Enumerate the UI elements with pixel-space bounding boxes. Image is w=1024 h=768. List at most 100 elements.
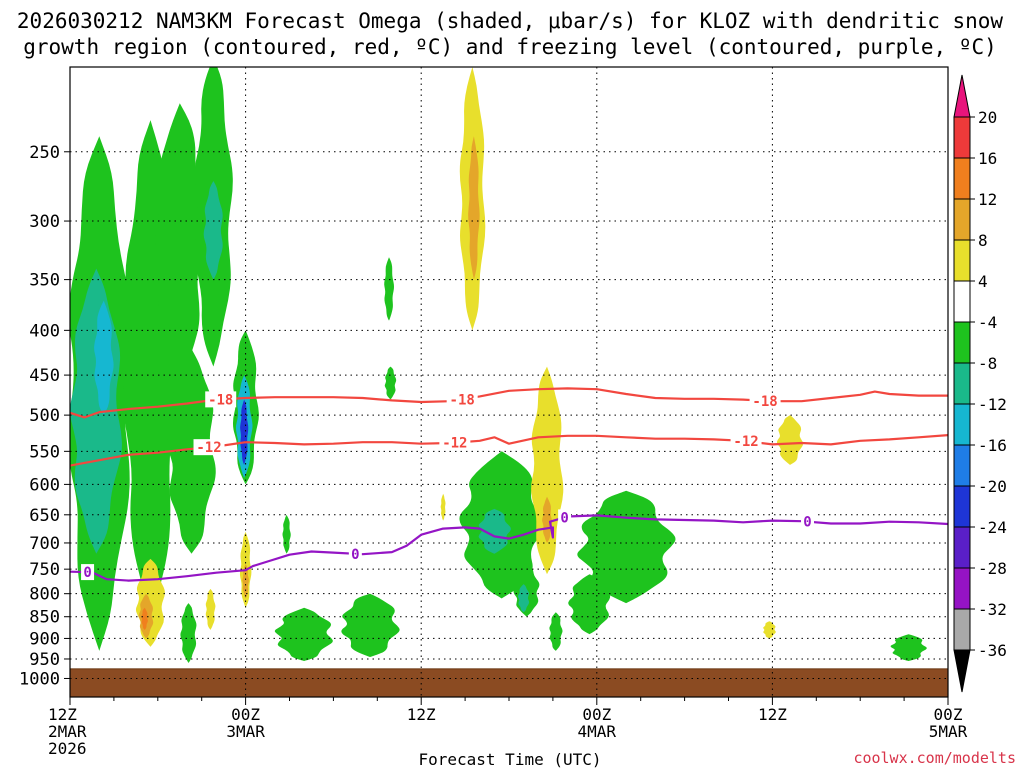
colorbar-swatch xyxy=(953,239,971,282)
x-tick-label: 12Z xyxy=(48,705,77,724)
colorbar-label: 12 xyxy=(978,190,997,209)
y-tick-label: 250 xyxy=(29,143,60,163)
omega-shade-region xyxy=(341,593,400,657)
contour-label: -12 xyxy=(196,440,221,456)
colorbar-swatch xyxy=(953,526,971,569)
contour-label-bg xyxy=(801,513,815,530)
plot-area: -18 -18 -18 -12 -12 -12 0 0 0 0 xyxy=(69,66,949,698)
pressure-gridlines xyxy=(70,67,948,697)
x-tick-label: 00Z xyxy=(934,705,963,724)
x-tick-label: 12Z xyxy=(407,705,436,724)
colorbar-label: -32 xyxy=(978,600,1007,619)
contour-label: -18 xyxy=(450,392,475,408)
contour-label-bg xyxy=(205,391,237,408)
y-tick-label: 850 xyxy=(29,608,60,628)
contour-label-bg xyxy=(81,564,95,581)
omega-shade-region xyxy=(890,634,927,661)
contour-line--18 xyxy=(70,387,948,419)
contour-label: 0 xyxy=(803,515,811,531)
chart-title: 2026030212 NAM3KM Forecast Omega (shaded… xyxy=(17,9,1004,59)
omega-shade-region xyxy=(282,514,291,554)
contour-label-bg xyxy=(558,509,572,526)
y-tick-label: 550 xyxy=(29,442,60,462)
colorbar-label: -20 xyxy=(978,477,1007,496)
colorbar-swatch xyxy=(953,198,971,241)
x-tick-label: 00Z xyxy=(231,705,260,724)
y-tick-label: 700 xyxy=(29,534,60,554)
omega-colorbar: 20 16 12 8 4 -4 -8 -12 -16 -20 -24 -28 -32 -36 xyxy=(953,74,1007,693)
colorbar-label: -16 xyxy=(978,436,1007,455)
omega-shade-region xyxy=(205,588,216,630)
y-tick-label: 400 xyxy=(29,321,60,341)
colorbar-label: -4 xyxy=(978,313,997,332)
contour-label: -18 xyxy=(208,392,233,408)
colorbar-swatch xyxy=(953,444,971,487)
omega-shade-region xyxy=(531,366,564,575)
x-tick-label: 2MAR xyxy=(48,722,87,741)
ground-surface xyxy=(69,668,949,698)
omega-shade-region xyxy=(141,607,148,630)
omega-shade-region xyxy=(549,612,563,651)
x-tick-label: 00Z xyxy=(582,705,611,724)
colorbar-bottom-arrow xyxy=(953,649,971,693)
colorbar-label: -24 xyxy=(978,518,1007,537)
colorbar-swatch xyxy=(953,280,971,323)
temperature-contours: -18 -18 -18 -12 -12 -12 0 0 0 0 xyxy=(70,387,948,582)
y-tick-label: 450 xyxy=(29,366,60,386)
y-tick-label: 900 xyxy=(29,629,60,649)
y-tick-label: 950 xyxy=(29,650,60,670)
pressure-axis: 2503003504004505005506006507007508008509… xyxy=(19,143,70,689)
colorbar-label: 16 xyxy=(978,149,997,168)
y-tick-label: 300 xyxy=(29,212,60,232)
omega-shade-region xyxy=(517,584,530,613)
contour-line-0 xyxy=(70,514,948,582)
x-tick-label: 4MAR xyxy=(578,722,617,741)
colorbar-top-arrow xyxy=(953,74,971,118)
contour-label: 0 xyxy=(83,565,91,581)
contour-label-bg xyxy=(446,391,478,408)
colorbar-swatch xyxy=(953,403,971,446)
omega-shade-region xyxy=(384,257,394,321)
contour-label: -18 xyxy=(752,394,777,410)
omega-shade-region xyxy=(776,415,804,465)
credit-text: coolwx.com/modelts xyxy=(853,749,1016,767)
contour-label: 0 xyxy=(560,510,568,526)
colorbar-swatch xyxy=(953,321,971,364)
colorbar-label: -36 xyxy=(978,641,1007,660)
colorbar-swatch xyxy=(953,485,971,528)
x-tick-label: 2026 xyxy=(48,739,87,758)
y-tick-label: 600 xyxy=(29,475,60,495)
x-tick-label: 3MAR xyxy=(226,722,265,741)
y-tick-label: 800 xyxy=(29,585,60,605)
contour-label: 0 xyxy=(351,547,359,563)
x-tick-label: 5MAR xyxy=(929,722,968,741)
omega-shade-region xyxy=(94,300,114,416)
omega-shade-region xyxy=(542,496,553,543)
omega-shade-region xyxy=(203,181,223,280)
contour-label: -12 xyxy=(442,436,467,452)
colorbar-label: -12 xyxy=(978,395,1007,414)
colorbar-label: -28 xyxy=(978,559,1007,578)
omega-shade-region xyxy=(180,603,197,663)
colorbar-label: 4 xyxy=(978,272,988,291)
colorbar-swatch xyxy=(953,116,971,159)
contour-label-bg xyxy=(193,439,225,456)
title-line-2: growth region (contoured, red, ºC) and f… xyxy=(23,35,997,59)
omega-shade-region xyxy=(155,103,205,384)
contour-label-bg xyxy=(749,392,781,409)
omega-shade-region xyxy=(568,574,611,635)
omega-shade-region xyxy=(240,399,249,465)
omega-shade-region xyxy=(478,508,511,554)
x-tick-label: 12Z xyxy=(758,705,787,724)
omega-shade-region xyxy=(384,366,397,400)
y-tick-label: 500 xyxy=(29,406,60,426)
contour-label-bg xyxy=(439,434,471,451)
contour-label: -12 xyxy=(733,434,758,450)
colorbar-label: 8 xyxy=(978,231,988,250)
omega-shade-region xyxy=(274,607,333,661)
y-tick-label: 350 xyxy=(29,271,60,291)
colorbar-label: -8 xyxy=(978,354,997,373)
omega-shade-region xyxy=(763,621,776,639)
omega-shade-region xyxy=(242,564,249,599)
